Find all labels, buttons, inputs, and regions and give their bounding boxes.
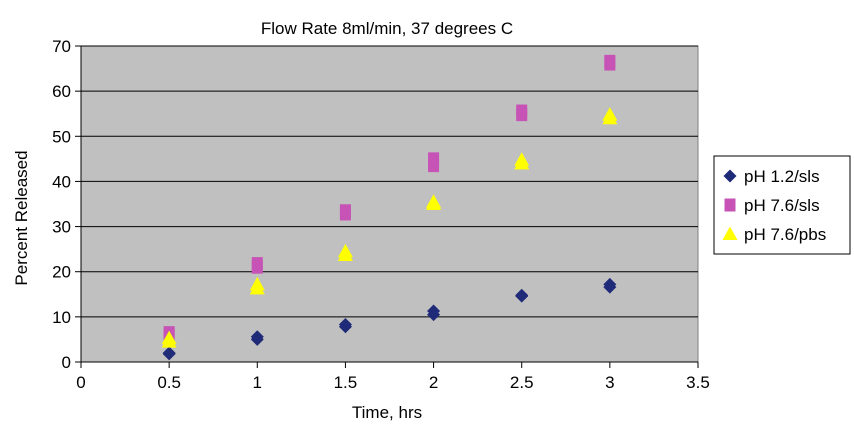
y-tick-label: 30: [52, 218, 71, 237]
legend-box: [713, 155, 851, 255]
data-point: [249, 276, 265, 291]
data-point: [338, 318, 352, 332]
legend-label: pH 1.2/sls: [744, 167, 820, 186]
data-point: [604, 54, 616, 68]
legend-marker: [724, 198, 736, 212]
chart-title: Flow Rate 8ml/min, 37 degrees C: [261, 19, 513, 38]
y-tick-label: 10: [52, 308, 71, 327]
legend: pH 1.2/sls pH 7.6/sls pH 7.6/pbs: [713, 155, 851, 255]
series-2: [161, 107, 618, 348]
x-tick-label: 3: [605, 373, 614, 392]
data-point: [250, 330, 264, 344]
y-tick-label: 20: [52, 263, 71, 282]
x-tick-label: 1.5: [334, 373, 358, 392]
axes: [75, 45, 699, 368]
y-tick-label: 60: [52, 82, 71, 101]
y-tick-label: 70: [52, 37, 71, 56]
x-tick-label: 2: [429, 373, 438, 392]
data-point: [603, 277, 617, 291]
x-tick-label: 1: [253, 373, 262, 392]
data-point: [428, 152, 440, 166]
data-point: [161, 330, 177, 345]
legend-item: pH 7.6/pbs: [722, 225, 826, 244]
legend-item: pH 1.2/sls: [723, 167, 820, 186]
data-point: [427, 304, 441, 318]
gridlines: [81, 45, 698, 318]
legend-label: pH 7.6/sls: [744, 196, 820, 215]
legend-marker: [723, 169, 737, 183]
data-points: [161, 54, 618, 361]
data-point: [339, 204, 351, 218]
data-point: [516, 104, 528, 118]
y-tick-label: 50: [52, 127, 71, 146]
data-point: [515, 288, 529, 302]
data-point: [602, 107, 618, 121]
x-tick-label: 0: [76, 373, 85, 392]
legend-item: pH 7.6/sls: [724, 196, 820, 215]
data-point: [251, 257, 263, 271]
data-point: [428, 159, 440, 173]
y-tick-label: 0: [62, 353, 71, 372]
tick-labels: 0 10 20 30 40 50 60 70 0 0.5 1 1.5 2 2.5 3 3.5: [52, 37, 710, 392]
plot-area: [80, 45, 699, 363]
data-point: [162, 346, 176, 360]
x-axis-label: Time, hrs: [352, 403, 422, 422]
x-tick-label: 0.5: [157, 373, 181, 392]
y-tick-label: 40: [52, 172, 71, 191]
x-tick-label: 3.5: [686, 373, 710, 392]
data-point: [426, 194, 442, 208]
legend-marker: [722, 226, 738, 240]
data-point: [337, 243, 353, 258]
y-axis-label: Percent Released: [12, 150, 31, 285]
legend-label: pH 7.6/pbs: [744, 225, 826, 244]
series-0: [162, 277, 617, 361]
x-tick-label: 2.5: [510, 373, 534, 392]
data-point: [514, 152, 530, 166]
